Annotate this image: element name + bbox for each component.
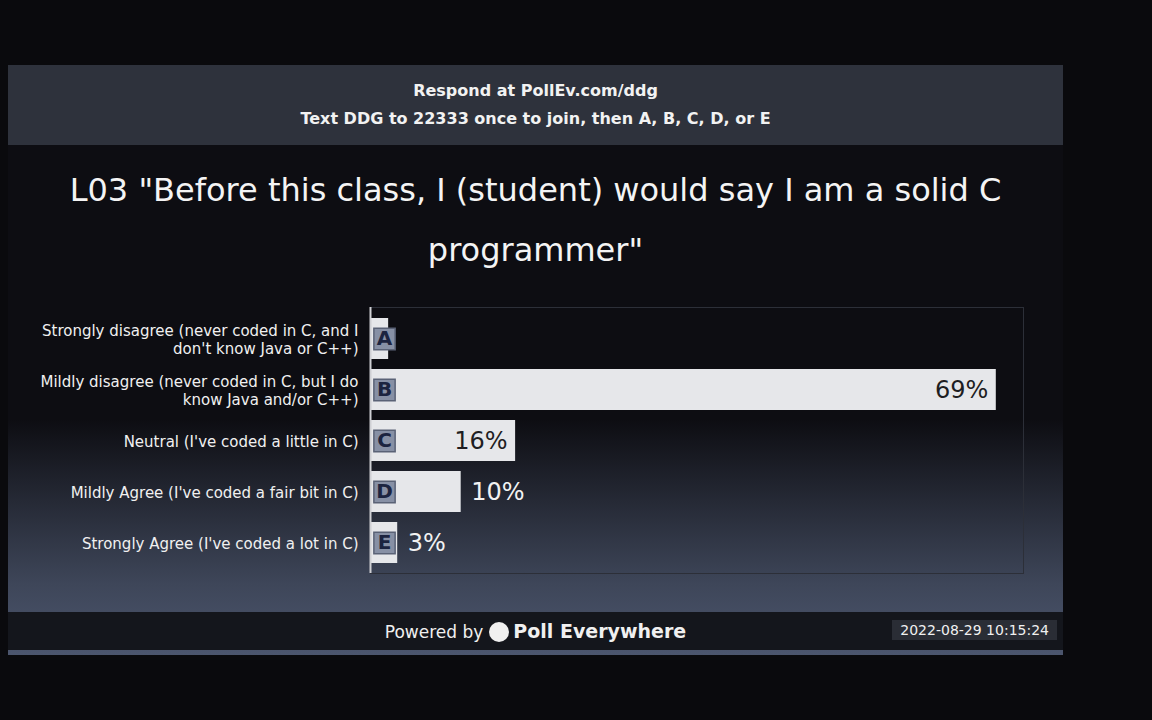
html-text:L03 "Before this class, I (stu: L03 "Before this class, I (student) woul… bbox=[69, 171, 1002, 269]
svg-text:B: B bbox=[377, 377, 392, 401]
html-text:Poll Everywhere: Poll Everywhere bbox=[513, 620, 687, 642]
svg-text:Mildly disagree (never coded i: Mildly disagree (never coded in C, but I… bbox=[40, 373, 358, 409]
svg-text:16%: 16% bbox=[454, 427, 507, 455]
svg-text:E: E bbox=[378, 530, 392, 554]
svg-text:Neutral (I've coded a little i: Neutral (I've coded a little in C) bbox=[124, 433, 359, 451]
svg-text:3%: 3% bbox=[408, 529, 446, 557]
svg-text:A: A bbox=[377, 326, 393, 350]
svg-text:D: D bbox=[376, 479, 393, 503]
svg-text:Strongly Agree (I've coded a l: Strongly Agree (I've coded a lot in C) bbox=[82, 535, 359, 553]
svg-text:10%: 10% bbox=[471, 478, 524, 506]
svg-text:Strongly disagree (never coded: Strongly disagree (never coded in C, and… bbox=[42, 322, 359, 358]
svg-text:69%: 69% bbox=[935, 376, 988, 404]
svg-text:C: C bbox=[377, 428, 392, 452]
html-text:Powered by: Powered by bbox=[384, 622, 484, 642]
svg-text:Mildly Agree (I've coded a fai: Mildly Agree (I've coded a fair bit in C… bbox=[71, 484, 359, 502]
html-text:Respond at PollEv.com/ddg: Respond at PollEv.com/ddg bbox=[413, 81, 658, 100]
html-text:Text DDG to 22333 once to join: Text DDG to 22333 once to join, then A, … bbox=[300, 109, 771, 128]
html-text:2022-08-29 10:15:24: 2022-08-29 10:15:24 bbox=[900, 622, 1049, 638]
